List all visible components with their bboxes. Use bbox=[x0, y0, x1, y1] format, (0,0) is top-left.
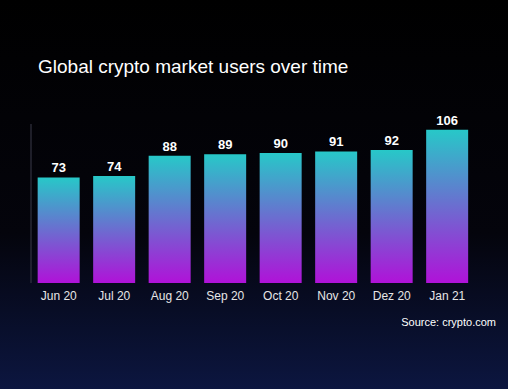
svg-text:90: 90 bbox=[273, 136, 287, 151]
svg-text:88: 88 bbox=[162, 139, 176, 154]
html-text:Source: crypto.com: Source: crypto.com bbox=[401, 316, 496, 328]
svg-text:Oct 20: Oct 20 bbox=[263, 289, 299, 303]
svg-text:Aug 20: Aug 20 bbox=[151, 289, 189, 303]
svg-text:Jun 20: Jun 20 bbox=[41, 289, 77, 303]
svg-text:Dez 20: Dez 20 bbox=[373, 289, 411, 303]
html-text:Global crypto market users ove: Global crypto market users over time bbox=[38, 56, 349, 77]
svg-text:Sep 20: Sep 20 bbox=[206, 289, 244, 303]
svg-text:Nov 20: Nov 20 bbox=[317, 289, 355, 303]
svg-text:106: 106 bbox=[436, 113, 458, 128]
svg-text:89: 89 bbox=[218, 137, 232, 152]
svg-text:74: 74 bbox=[107, 159, 122, 174]
svg-text:73: 73 bbox=[51, 160, 65, 175]
svg-text:92: 92 bbox=[384, 133, 398, 148]
svg-text:Jul 20: Jul 20 bbox=[98, 289, 130, 303]
svg-text:91: 91 bbox=[329, 134, 343, 149]
svg-text:Jan 21: Jan 21 bbox=[429, 289, 465, 303]
